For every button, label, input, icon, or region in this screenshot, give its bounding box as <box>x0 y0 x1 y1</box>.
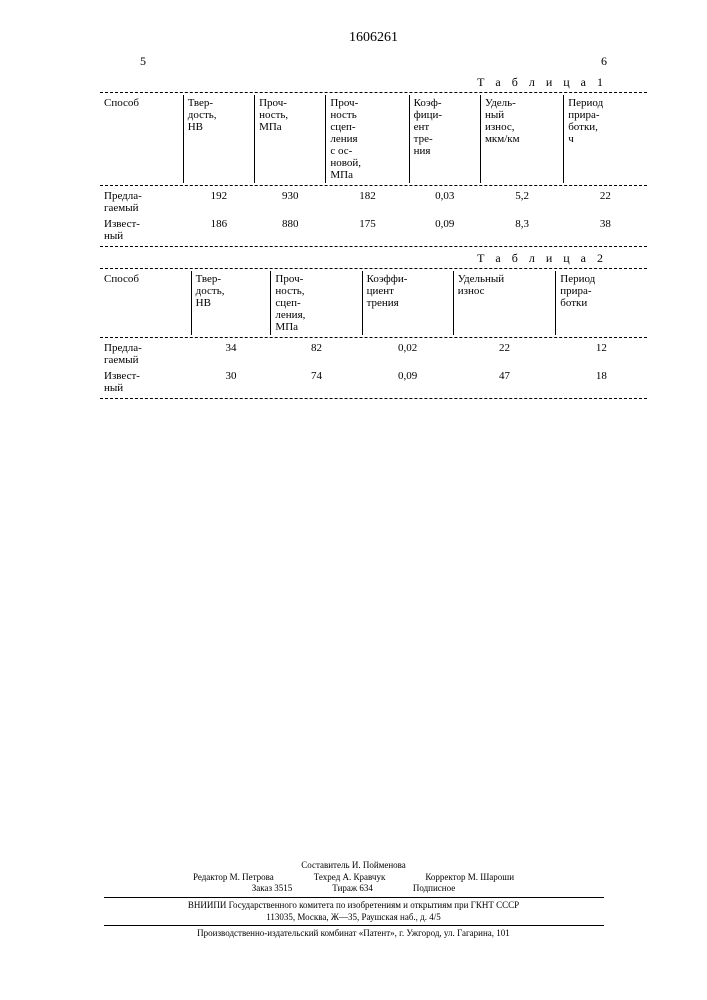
t1-r1-c2: 175 <box>326 216 409 244</box>
rule <box>100 185 647 186</box>
table2-caption: Т а б л и ц а 2 <box>100 251 607 266</box>
t1-r1-c4: 8,3 <box>480 216 563 244</box>
table2-body: Предла- гаемый 34 82 0,02 22 12 Извест- … <box>100 340 647 396</box>
t2-r0-c4: 12 <box>556 340 647 368</box>
t1-r0-c0: 192 <box>183 188 254 216</box>
t1-h4: Коэф- фици- ент тре- ния <box>409 95 480 183</box>
table1: Способ Твер- дость, НВ Проч- ность, МПа … <box>100 95 647 183</box>
footer-tirazh: Тираж 634 <box>332 883 373 895</box>
t1-r0-c2: 182 <box>326 188 409 216</box>
rule <box>100 92 647 93</box>
rule <box>100 268 647 269</box>
t1-h1: Твер- дость, НВ <box>183 95 254 183</box>
t2-r0-c2: 0,02 <box>362 340 453 368</box>
footer-techred: Техред А. Кравчук <box>314 872 386 884</box>
footer: Составитель И. Пойменова Редактор М. Пет… <box>0 860 707 940</box>
t2-r1-c3: 47 <box>453 368 556 396</box>
t2-h1: Твер- дость, НВ <box>191 271 271 335</box>
t1-r0-label: Предла- гаемый <box>100 188 183 216</box>
t2-r0-label: Предла- гаемый <box>100 340 191 368</box>
t2-r0-c0: 34 <box>191 340 271 368</box>
t1-r1-c0: 186 <box>183 216 254 244</box>
t1-h2: Проч- ность, МПа <box>255 95 326 183</box>
t1-r0-c4: 5,2 <box>480 188 563 216</box>
t1-r0-c3: 0,03 <box>409 188 480 216</box>
t1-r0-c1: 930 <box>255 188 326 216</box>
t1-h3: Проч- ность сцеп- ления с ос- новой, МПа <box>326 95 409 183</box>
t2-r1-c2: 0,09 <box>362 368 453 396</box>
col-right: 6 <box>601 54 607 69</box>
t1-h5: Удель- ный износ, мкм/км <box>480 95 563 183</box>
rule <box>100 398 647 399</box>
t2-h0: Способ <box>100 271 191 335</box>
footer-editor: Редактор М. Петрова <box>193 872 274 884</box>
table1-body: Предла- гаемый 192 930 182 0,03 5,2 22 И… <box>100 188 647 244</box>
footer-order: Заказ 3515 <box>252 883 293 895</box>
footer-sub: Подписное <box>413 883 455 895</box>
t2-h3: Коэффи- циент трения <box>362 271 453 335</box>
t2-h2: Проч- ность, сцеп- ления, МПа <box>271 271 362 335</box>
footer-corrector: Корректор М. Шароши <box>425 872 514 884</box>
t1-r0-c5: 22 <box>564 188 647 216</box>
t2-r0-c3: 22 <box>453 340 556 368</box>
t2-r1-c1: 74 <box>271 368 362 396</box>
col-left: 5 <box>140 54 146 69</box>
t1-r1-c1: 880 <box>255 216 326 244</box>
rule <box>100 246 647 247</box>
rule <box>100 337 647 338</box>
t2-h5: Период прира- ботки <box>556 271 647 335</box>
t1-r1-label: Извест- ный <box>100 216 183 244</box>
footer-org: ВНИИПИ Государственного комитета по изоб… <box>0 900 707 912</box>
t2-r1-c0: 30 <box>191 368 271 396</box>
t2-r1-c4: 18 <box>556 368 647 396</box>
doc-number: 1606261 <box>100 30 647 46</box>
t2-h4: Удельный износ <box>453 271 556 335</box>
t2-r0-c1: 82 <box>271 340 362 368</box>
t1-h0: Способ <box>100 95 183 183</box>
t1-h6: Период прира- ботки, ч <box>564 95 647 183</box>
footer-compiler: Составитель И. Пойменова <box>0 860 707 872</box>
footer-print: Производственно-издательский комбинат «П… <box>0 928 707 940</box>
footer-addr: 113035, Москва, Ж—35, Раушская наб., д. … <box>0 912 707 924</box>
t1-r1-c5: 38 <box>564 216 647 244</box>
t2-r1-label: Извест- ный <box>100 368 191 396</box>
table2: Способ Твер- дость, НВ Проч- ность, сцеп… <box>100 271 647 335</box>
t1-r1-c3: 0,09 <box>409 216 480 244</box>
table1-caption: Т а б л и ц а 1 <box>100 75 607 90</box>
